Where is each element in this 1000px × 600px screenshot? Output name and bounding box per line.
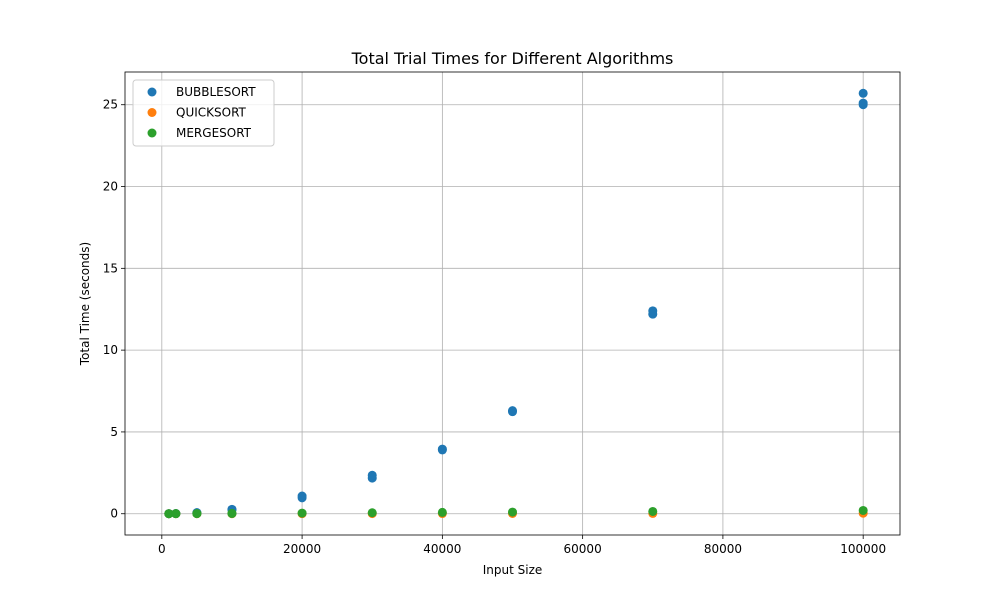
data-points bbox=[164, 88, 868, 519]
legend-marker bbox=[147, 108, 157, 117]
legend-label: MERGESORT bbox=[176, 126, 252, 140]
x-tick-label: 20000 bbox=[283, 542, 321, 556]
plot-area bbox=[125, 72, 900, 535]
legend: BUBBLESORT QUICKSORT MERGESORT bbox=[132, 79, 275, 147]
data-point bbox=[171, 509, 181, 519]
x-axis-title: Input Size bbox=[483, 563, 543, 577]
x-tick-label: 100000 bbox=[840, 542, 886, 556]
x-tick-label: 80000 bbox=[704, 542, 742, 556]
legend-box bbox=[132, 79, 275, 147]
axes: 0 20000 40000 60000 80000 100000 0 5 10 15 20 25 bbox=[103, 71, 901, 556]
data-point bbox=[648, 306, 658, 316]
legend-marker bbox=[147, 87, 157, 97]
y-axis-title: Total Time (seconds) bbox=[78, 242, 92, 366]
data-point bbox=[858, 505, 868, 515]
plot-frame bbox=[124, 71, 901, 536]
y-tick-label: 15 bbox=[103, 261, 118, 275]
y-tick-label: 10 bbox=[103, 343, 118, 357]
y-tick-label: 20 bbox=[103, 180, 118, 194]
x-tick-label: 0 bbox=[158, 542, 166, 556]
y-tick-label: 5 bbox=[110, 425, 118, 439]
y-tick-label: 25 bbox=[103, 98, 118, 112]
data-point bbox=[858, 98, 868, 108]
data-point bbox=[164, 509, 174, 519]
data-point bbox=[508, 406, 517, 416]
data-point bbox=[297, 491, 307, 501]
legend-label: QUICKSORT bbox=[176, 106, 247, 120]
data-point bbox=[648, 506, 658, 516]
data-point bbox=[437, 444, 447, 454]
data-point bbox=[858, 88, 868, 98]
data-point bbox=[437, 507, 447, 517]
data-point bbox=[508, 507, 517, 517]
data-point bbox=[367, 470, 377, 480]
x-tick-label: 40000 bbox=[423, 542, 461, 556]
data-point bbox=[297, 508, 307, 518]
x-tick-label: 60000 bbox=[564, 542, 602, 556]
data-point bbox=[227, 508, 237, 518]
legend-marker bbox=[147, 128, 157, 138]
y-tick-label: 0 bbox=[110, 507, 118, 521]
data-point bbox=[367, 508, 377, 518]
legend-label: BUBBLESORT bbox=[176, 85, 256, 99]
series-mergesort bbox=[164, 505, 868, 519]
data-point bbox=[192, 509, 202, 519]
chart-title: Total Trial Times for Different Algorith… bbox=[351, 49, 674, 68]
